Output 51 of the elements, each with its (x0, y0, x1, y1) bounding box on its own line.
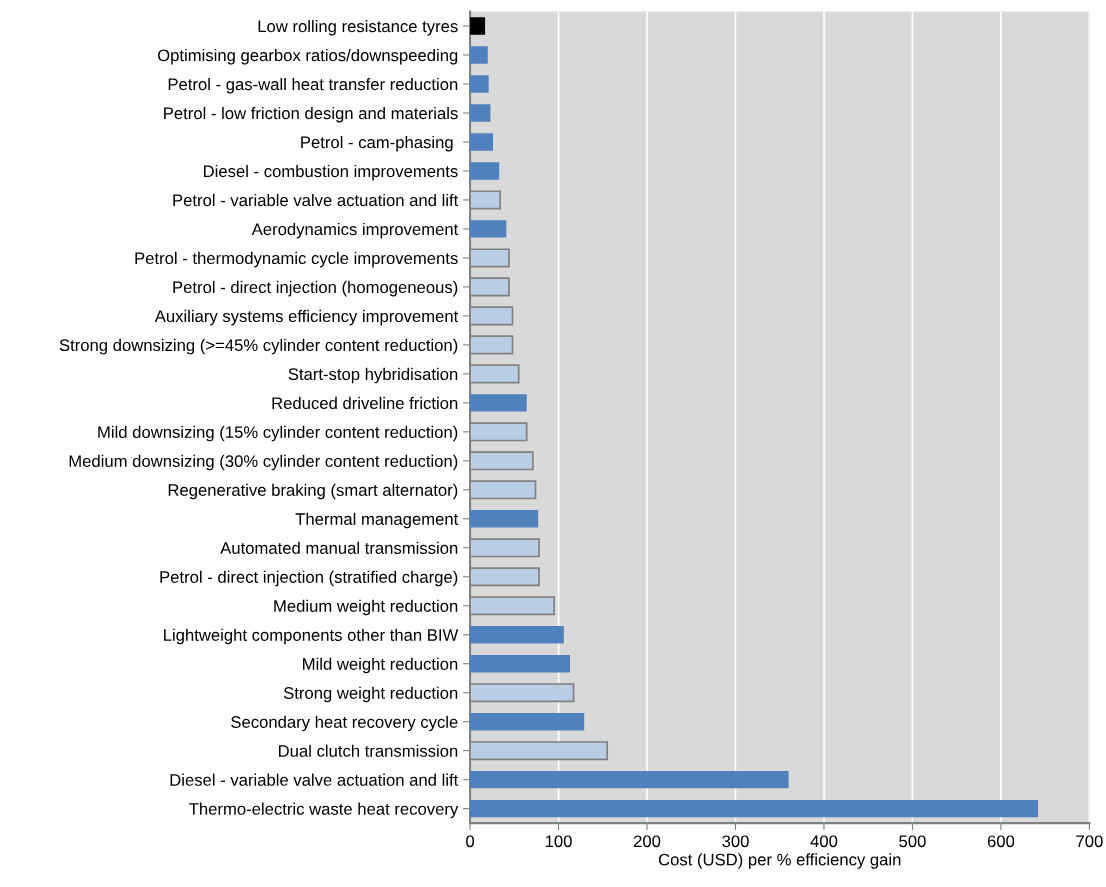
y-tick-label: Medium downsizing (30% cylinder content reduction) (69, 454, 458, 471)
y-tick-label: Reduced driveline friction (272, 396, 458, 410)
y-tick-label: Start-stop hybridisation (288, 367, 458, 384)
bar (470, 162, 500, 180)
x-tick-label: 300 (722, 835, 749, 848)
y-tick-label: Thermo-electric waste heat recovery (189, 802, 459, 819)
y-tick-label: Automated manual transmission (220, 541, 458, 554)
y-tick-label: Petrol - direct injection (stratified charge) (160, 570, 458, 587)
bar (470, 799, 1039, 818)
y-tick-label: Petrol - variable valve actuation and lift (173, 193, 459, 207)
y-tick-label: Petrol - low friction design and materials (164, 106, 458, 123)
y-tick-label: Lightweight components other than BIW (164, 628, 459, 645)
y-tick-label: Secondary heat recovery cycle (231, 715, 458, 732)
bar (470, 220, 507, 238)
y-tick-label: Strong downsizing (>=45% cylinder content reduction) (59, 338, 458, 355)
bar (470, 655, 571, 673)
bar (470, 394, 527, 412)
x-tick-label: 200 (633, 835, 661, 848)
x-tick-label: 600 (987, 835, 1015, 848)
y-tick-label: Dual clutch transmission (279, 744, 458, 757)
y-tick-label: Regenerative braking (smart alternator) (168, 483, 458, 500)
y-tick-label: Diesel - combustion improvements (203, 164, 458, 181)
x-tick-label: 500 (899, 835, 926, 848)
y-tick-label: Auxiliary systems efficiency improvement (154, 309, 459, 326)
bar (470, 712, 585, 731)
y-tick-label: Medium weight reduction (274, 599, 458, 616)
x-tick-label: 0 (466, 835, 475, 848)
bar (470, 770, 789, 789)
y-tick-label: Petrol - cam-phasing (301, 135, 453, 152)
bar (470, 510, 539, 528)
y-tick-label: Petrol - direct injection (homogeneous) (173, 280, 458, 297)
y-tick-label: Mild downsizing (15% cylinder content reduction) (98, 425, 458, 442)
y-tick-label: Optimising gearbox ratios/downspeeding (157, 48, 458, 65)
bar (470, 46, 488, 64)
y-tick-label: Mild weight reduction (303, 657, 458, 674)
y-tick-label: Low rolling resistance tyres (258, 19, 458, 36)
y-tick-label: Petrol - thermodynamic cycle improvements (135, 251, 458, 268)
x-tick-label: 700 (1076, 835, 1103, 848)
bar (470, 104, 491, 122)
y-tick-label: Thermal management (295, 512, 459, 529)
y-tick-label: Petrol - gas-wall heat transfer reduction (168, 77, 458, 94)
y-tick-label: Strong weight reduction (283, 686, 458, 703)
bar (470, 17, 486, 35)
x-tick-label: 100 (545, 835, 572, 848)
bar (470, 75, 489, 93)
y-tick-label: Aerodynamics improvement (251, 222, 459, 239)
bar (470, 626, 564, 644)
x-tick-label: 400 (810, 835, 838, 848)
y-tick-label: Diesel - variable valve actuation and lift (170, 773, 459, 786)
x-axis-title: Cost (USD) per % efficiency gain (658, 853, 901, 869)
bar (470, 133, 494, 151)
